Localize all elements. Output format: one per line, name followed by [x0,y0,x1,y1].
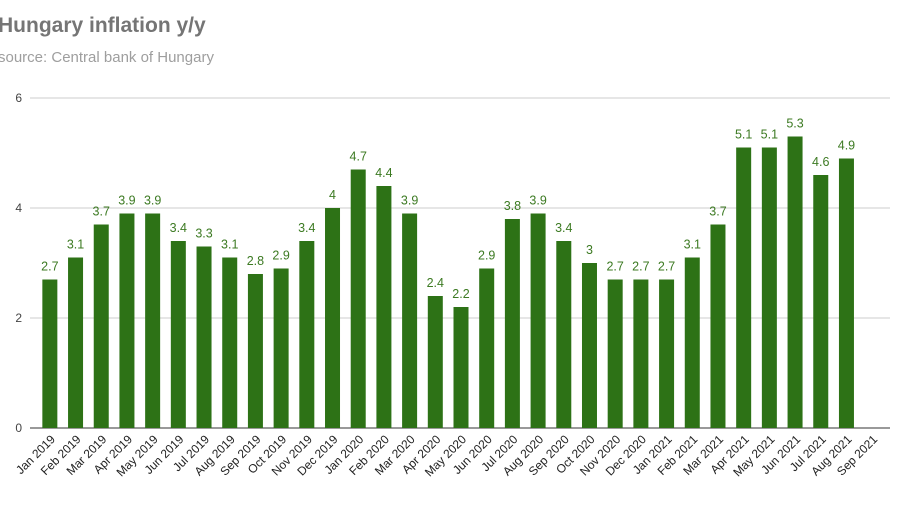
chart-subtitle: source: Central bank of Hungary [0,49,214,66]
bar [710,224,726,428]
data-label: 3.4 [555,221,572,235]
data-label: 5.1 [735,128,752,142]
bar [170,241,186,428]
bar [530,213,546,428]
data-label: 3.9 [118,194,135,208]
data-label: 3.4 [170,221,187,235]
data-label: 2.7 [632,260,649,274]
data-label: 4.9 [838,139,855,153]
bar [273,268,289,428]
data-label: 4.6 [812,155,829,169]
bar [504,219,520,428]
bar [427,296,443,428]
data-label: 3.9 [529,194,546,208]
bar [119,213,135,428]
data-label: 3.1 [67,238,84,252]
bar [838,158,854,428]
y-tick-label: 2 [15,311,22,325]
bar [607,279,623,428]
bar [350,169,366,428]
bar [247,274,263,428]
data-label: 3.8 [504,199,521,213]
bar [376,186,392,428]
data-label: 4.4 [375,166,392,180]
y-tick-label: 4 [15,201,22,215]
bar [42,279,58,428]
bar [761,147,777,428]
data-label: 3.7 [709,205,726,219]
data-label: 3.7 [93,205,110,219]
bar [684,257,700,428]
bar [659,279,675,428]
bar [196,246,212,428]
data-label: 2.2 [452,287,469,301]
data-label: 2.7 [41,260,58,274]
bar [787,136,803,428]
bar [68,257,84,428]
data-label: 3.1 [221,238,238,252]
data-label: 3 [586,243,593,257]
data-label: 3.3 [195,227,212,241]
bar [145,213,161,428]
data-label: 2.7 [658,260,675,274]
y-tick-label: 0 [15,421,22,435]
data-label: 3.9 [144,194,161,208]
chart-title: Hungary inflation y/y [0,14,206,37]
bar [325,208,341,428]
data-label: 5.1 [761,128,778,142]
bar [556,241,572,428]
bar [453,307,469,428]
data-label: 2.9 [478,249,495,263]
data-label: 2.4 [427,276,444,290]
data-label: 3.4 [298,221,315,235]
bar [479,268,495,428]
data-label: 5.3 [786,117,803,131]
data-label: 4 [329,188,336,202]
data-label: 3.9 [401,194,418,208]
data-label: 2.8 [247,254,264,268]
bar [402,213,418,428]
bar [222,257,238,428]
bar [633,279,649,428]
bar [813,175,829,428]
bar [581,263,597,428]
data-label: 4.7 [350,150,367,164]
bar [93,224,109,428]
bar [299,241,315,428]
data-label: 2.7 [606,260,623,274]
bar [736,147,752,428]
data-label: 2.9 [272,249,289,263]
y-tick-label: 6 [15,91,22,105]
data-label: 3.1 [684,238,701,252]
